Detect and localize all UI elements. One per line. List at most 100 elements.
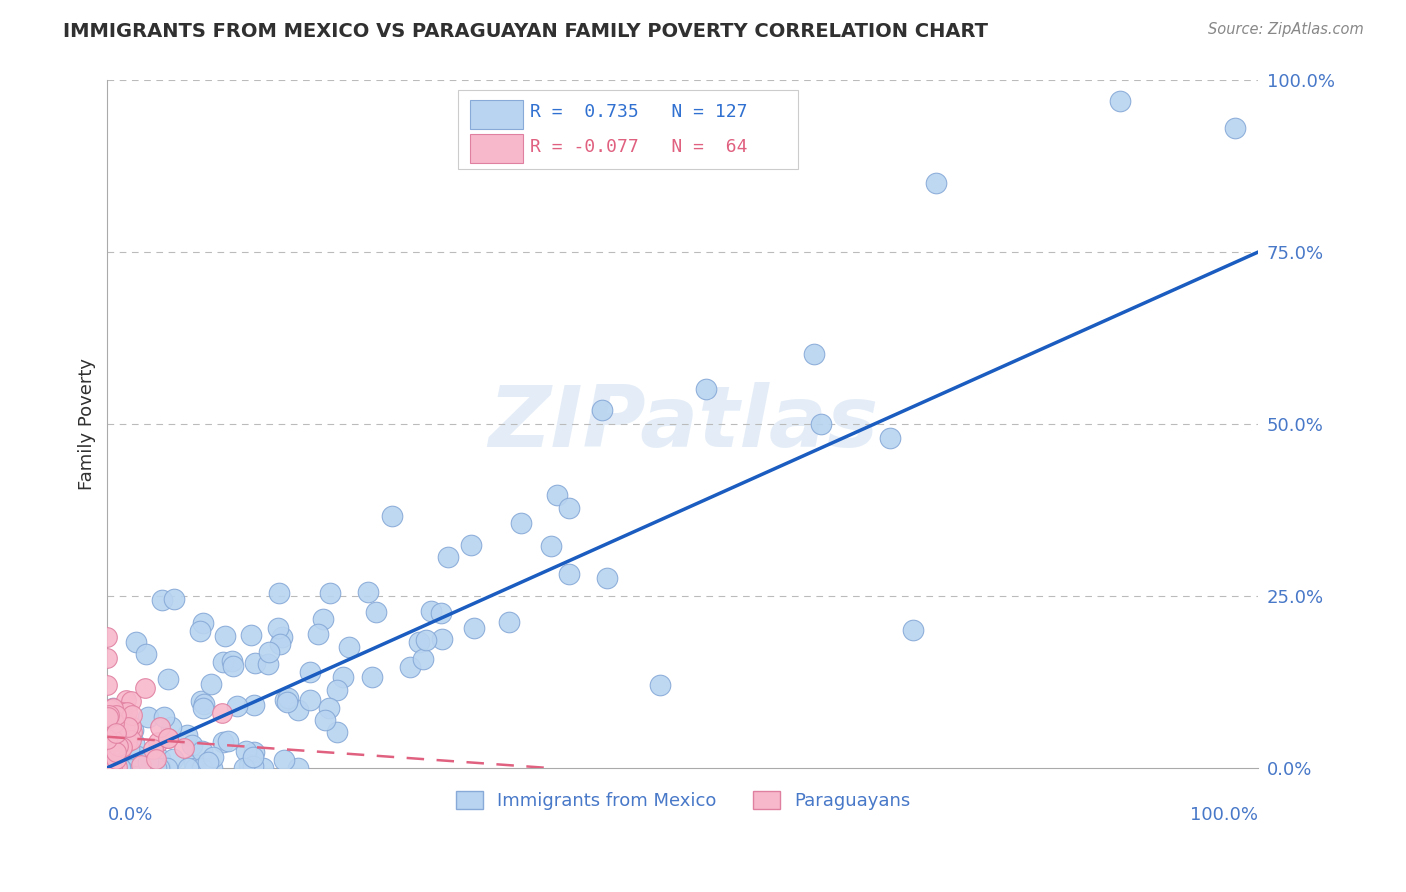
- Legend: Immigrants from Mexico, Paraguayans: Immigrants from Mexico, Paraguayans: [449, 783, 918, 817]
- Point: [115, 761, 138, 775]
- Point: [97, 711, 120, 725]
- Point: [103, 700, 125, 714]
- Point: [415, 633, 437, 648]
- Point: [546, 488, 568, 502]
- Point: [146, 735, 169, 749]
- Point: [191, 743, 214, 757]
- Point: [145, 752, 167, 766]
- Point: [127, 749, 149, 764]
- Point: [104, 761, 127, 775]
- Point: [319, 586, 342, 600]
- Point: [101, 761, 124, 775]
- Point: [100, 740, 122, 755]
- Point: [96, 722, 118, 736]
- Point: [1225, 121, 1247, 136]
- Point: [114, 721, 136, 735]
- Point: [104, 752, 127, 766]
- Text: R =  0.735   N = 127: R = 0.735 N = 127: [530, 103, 748, 121]
- Point: [138, 761, 160, 775]
- Point: [100, 750, 122, 764]
- Point: [125, 635, 148, 649]
- Point: [103, 715, 125, 730]
- Point: [412, 652, 434, 666]
- Point: [314, 714, 336, 728]
- Text: R = -0.077   N =  64: R = -0.077 N = 64: [530, 137, 748, 156]
- Point: [243, 656, 266, 670]
- Point: [96, 678, 118, 692]
- Point: [509, 516, 531, 531]
- Point: [104, 743, 127, 757]
- Point: [221, 653, 243, 667]
- Point: [104, 716, 127, 731]
- Point: [177, 761, 200, 775]
- Point: [287, 761, 309, 775]
- Point: [156, 673, 179, 687]
- Point: [214, 629, 236, 643]
- Point: [558, 501, 581, 516]
- Point: [217, 734, 239, 748]
- Point: [149, 761, 172, 775]
- Text: ZIPatlas: ZIPatlas: [488, 383, 877, 466]
- Point: [408, 635, 430, 649]
- Point: [222, 658, 245, 673]
- Point: [332, 670, 354, 684]
- Point: [105, 725, 128, 739]
- Point: [107, 739, 129, 753]
- Point: [173, 740, 195, 755]
- Point: [901, 623, 924, 637]
- Point: [437, 550, 460, 565]
- Point: [326, 682, 349, 697]
- Point: [107, 741, 129, 756]
- Point: [103, 732, 125, 747]
- Point: [128, 761, 150, 775]
- Point: [803, 347, 825, 361]
- Text: 0.0%: 0.0%: [107, 805, 153, 823]
- Point: [117, 720, 139, 734]
- Point: [121, 707, 143, 722]
- Point: [101, 711, 124, 725]
- Point: [121, 761, 143, 775]
- Point: [591, 403, 613, 417]
- FancyBboxPatch shape: [470, 100, 523, 128]
- Point: [498, 615, 520, 629]
- Point: [145, 761, 167, 775]
- Point: [226, 698, 249, 713]
- Point: [100, 720, 122, 734]
- Point: [925, 176, 948, 190]
- Point: [150, 592, 173, 607]
- Point: [162, 752, 184, 766]
- Point: [105, 745, 128, 759]
- Text: Source: ZipAtlas.com: Source: ZipAtlas.com: [1208, 22, 1364, 37]
- Point: [100, 761, 122, 775]
- Point: [115, 735, 138, 749]
- Point: [399, 660, 422, 674]
- Point: [111, 739, 134, 754]
- Point: [97, 718, 120, 732]
- Point: [149, 720, 172, 734]
- Point: [287, 703, 309, 717]
- Point: [107, 738, 129, 752]
- Point: [325, 725, 347, 739]
- Point: [120, 694, 142, 708]
- Point: [115, 705, 138, 719]
- Point: [100, 743, 122, 757]
- Point: [110, 711, 132, 725]
- FancyBboxPatch shape: [470, 135, 523, 163]
- Point: [252, 761, 274, 775]
- Point: [238, 757, 260, 772]
- Point: [122, 723, 145, 737]
- Point: [97, 761, 120, 775]
- Point: [124, 736, 146, 750]
- FancyBboxPatch shape: [458, 90, 799, 169]
- Point: [104, 724, 127, 739]
- Point: [163, 592, 186, 607]
- Point: [176, 728, 198, 742]
- Point: [307, 627, 329, 641]
- Point: [879, 431, 901, 445]
- Point: [211, 706, 233, 721]
- Point: [242, 698, 264, 712]
- Point: [153, 710, 176, 724]
- Point: [243, 745, 266, 759]
- Point: [97, 710, 120, 724]
- Point: [197, 755, 219, 769]
